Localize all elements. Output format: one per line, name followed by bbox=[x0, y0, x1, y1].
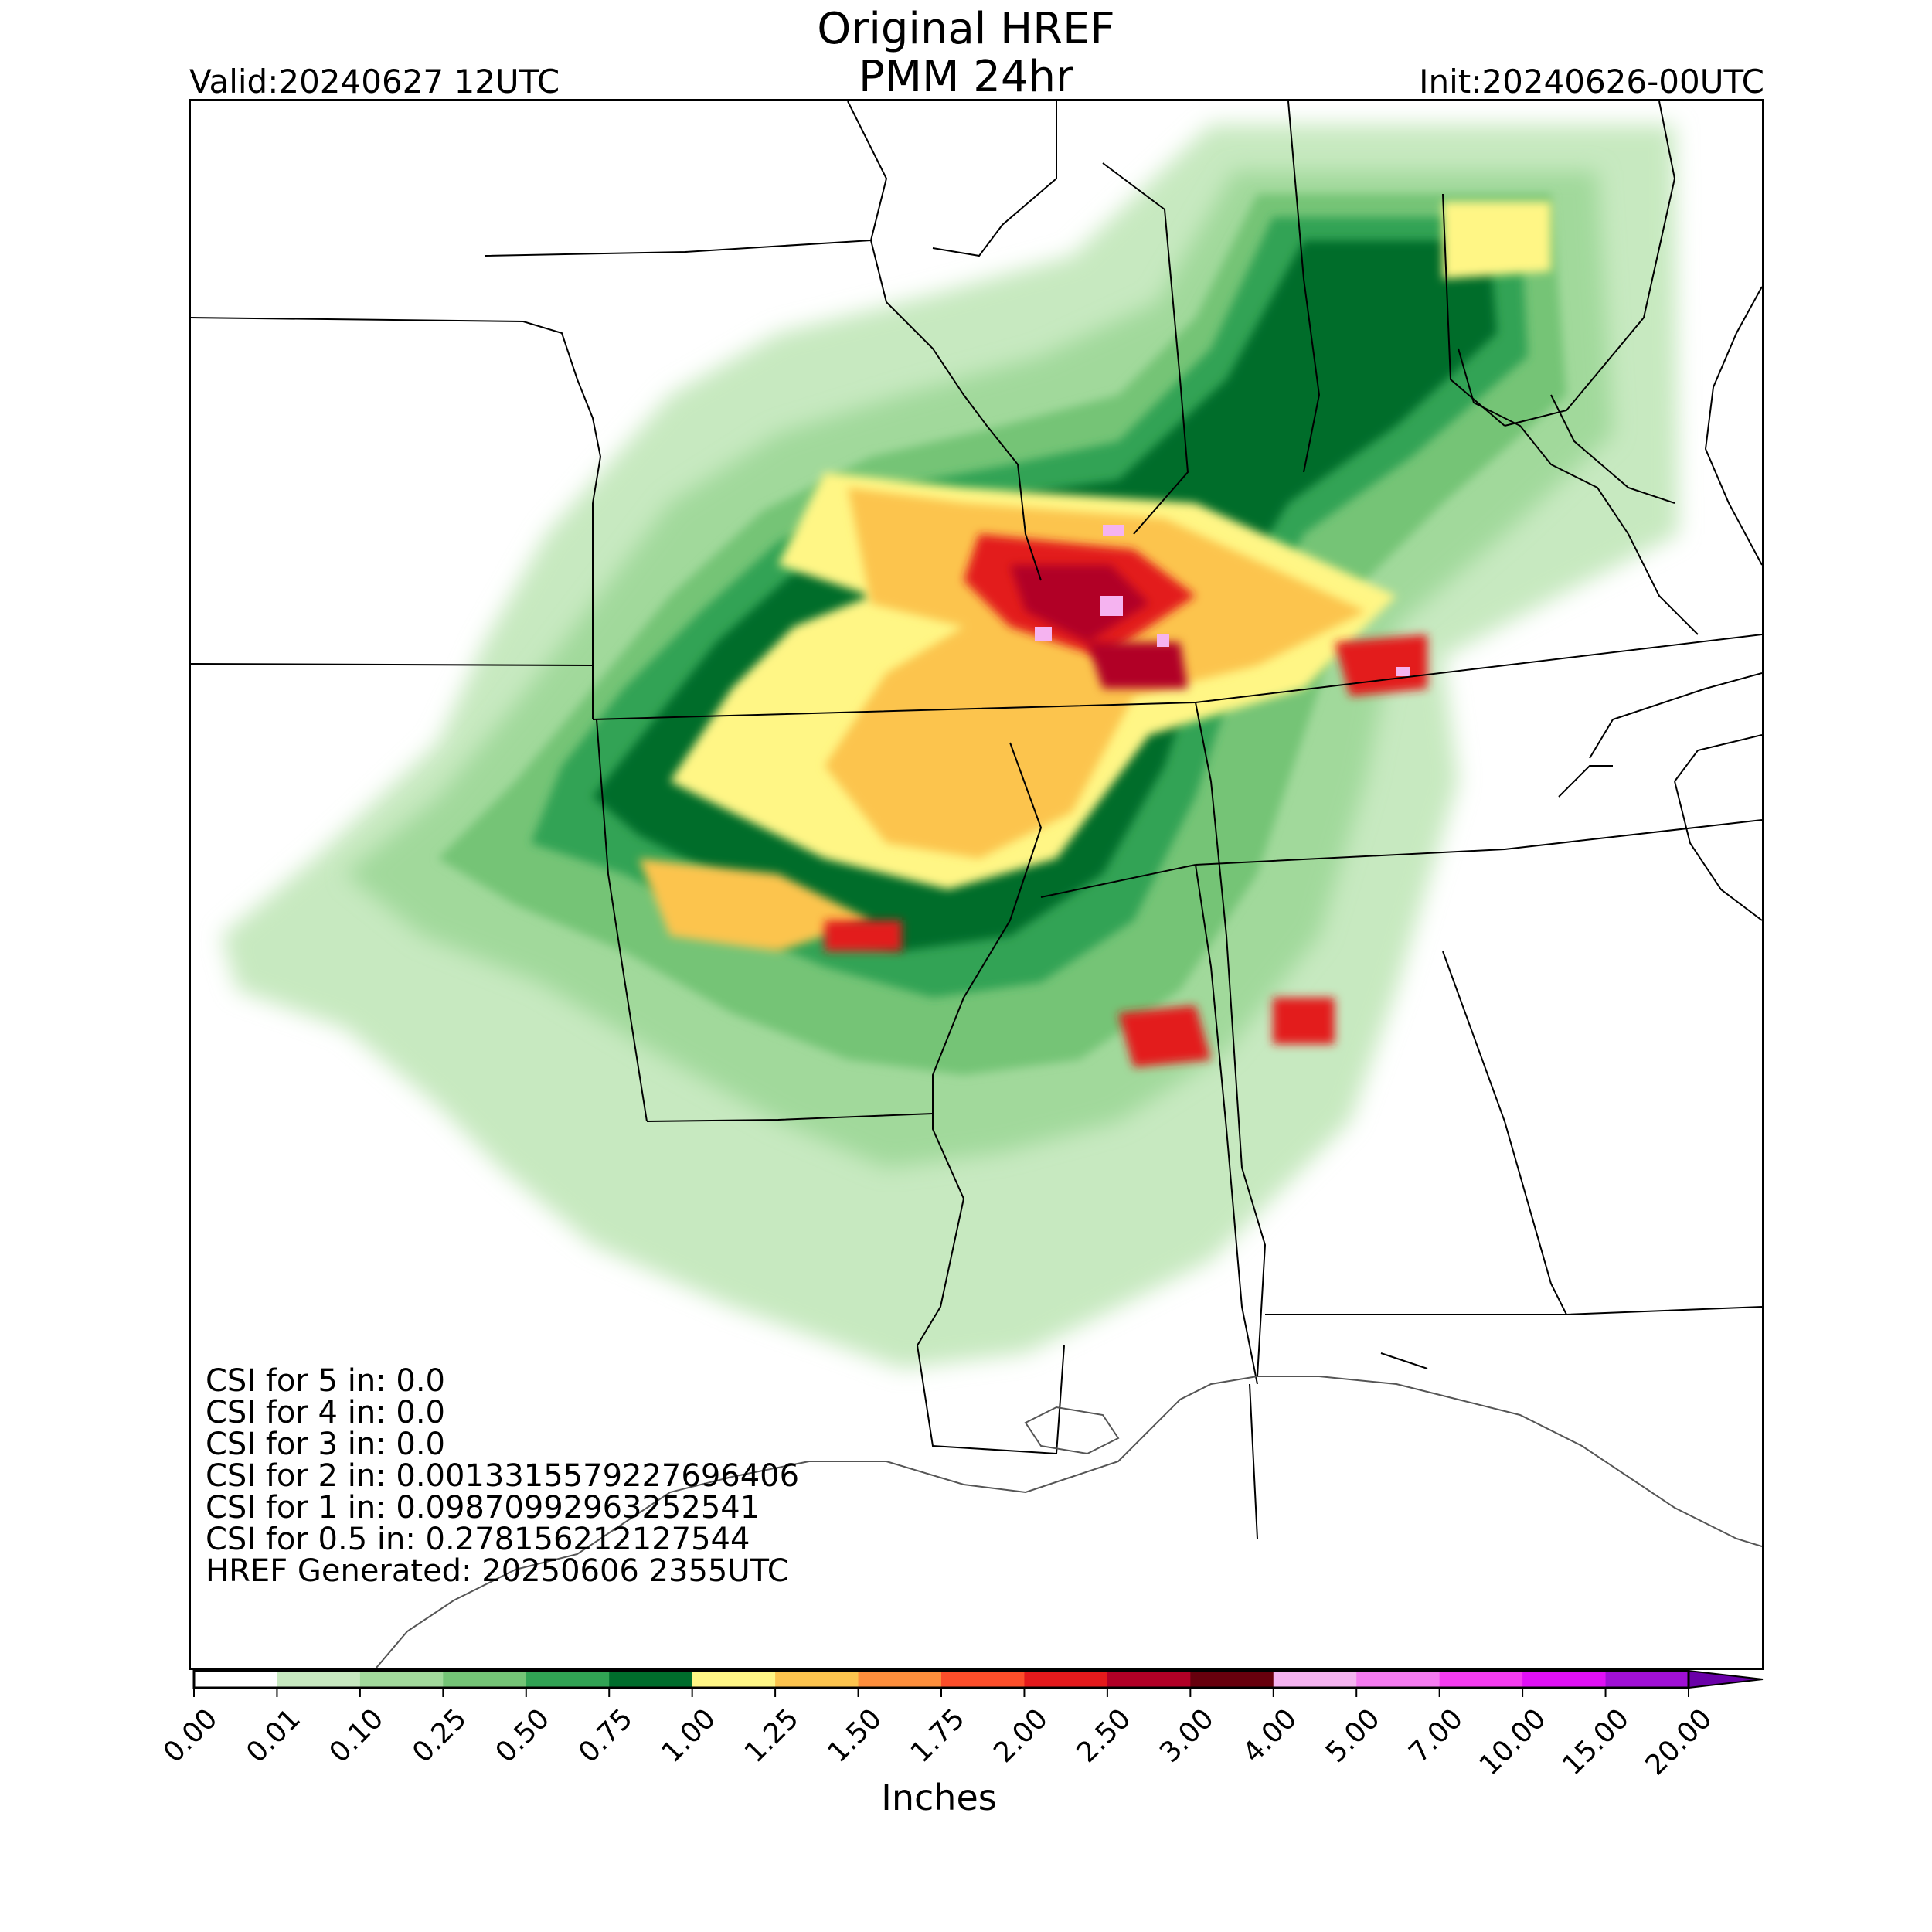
colorbar-tick-label: 0.75 bbox=[573, 1702, 639, 1769]
valid-time-label: Valid:20240627 12UTC bbox=[189, 63, 560, 100]
colorbar-swatch bbox=[1273, 1671, 1357, 1688]
colorbar-swatch bbox=[1356, 1671, 1440, 1688]
colorbar-tick-label: 0.01 bbox=[240, 1702, 307, 1769]
colorbar-label: Inches bbox=[881, 1777, 997, 1818]
colorbar-swatch bbox=[941, 1671, 1025, 1688]
colorbar-swatch bbox=[359, 1671, 444, 1688]
colorbar-swatch bbox=[277, 1671, 361, 1688]
colorbar-swatch bbox=[775, 1671, 859, 1688]
colorbar-tick-label: 5.00 bbox=[1320, 1702, 1386, 1769]
colorbar-tick-label: 0.00 bbox=[158, 1702, 224, 1769]
colorbar-tick-label: 0.10 bbox=[324, 1702, 390, 1769]
precip-area-very-heavy bbox=[639, 488, 1366, 951]
gulf-coastline bbox=[376, 1376, 1762, 1668]
colorbar: 0.00 0.01 0.10 0.25 0.50 0.75 1.00 1.25 1.50 1.75… bbox=[158, 1669, 1764, 1781]
map-subtitle: PMM 24hr bbox=[859, 52, 1073, 102]
colorbar-tick-label: 1.75 bbox=[905, 1702, 971, 1769]
colorbar-swatch bbox=[1107, 1671, 1191, 1688]
colorbar-tick-label: 0.50 bbox=[490, 1702, 556, 1769]
map-title: Original HREF bbox=[817, 4, 1115, 54]
colorbar-swatch bbox=[858, 1671, 942, 1688]
colorbar-tick-label: 4.00 bbox=[1237, 1702, 1304, 1769]
colorbar-tick-label: 20.00 bbox=[1640, 1702, 1719, 1781]
colorbar-swatch bbox=[443, 1671, 527, 1688]
csi-5in: CSI for 5 in: 0.0 bbox=[206, 1363, 445, 1399]
init-time-label: Init:20240626-00UTC bbox=[1419, 63, 1764, 100]
map-canvas bbox=[191, 101, 1762, 1668]
colorbar-swatch bbox=[1439, 1671, 1523, 1688]
colorbar-tick-label: 7.00 bbox=[1403, 1702, 1469, 1769]
generated-time: HREF Generated: 20250606 2355UTC bbox=[206, 1553, 789, 1589]
csi-statistics: CSI for 5 in: 0.0 CSI for 4 in: 0.0 CSI … bbox=[206, 1366, 799, 1587]
precip-area-max bbox=[1010, 565, 1188, 689]
colorbar-tick-label: 1.00 bbox=[655, 1702, 722, 1769]
csi-0-5in: CSI for 0.5 in: 0.278156212127544 bbox=[206, 1522, 750, 1557]
colorbar-swatch bbox=[526, 1671, 610, 1688]
colorbar-tick-label: 2.00 bbox=[988, 1702, 1054, 1769]
colorbar-tick-label: 2.50 bbox=[1071, 1702, 1138, 1769]
colorbar-swatch bbox=[1605, 1671, 1689, 1688]
colorbar-swatch bbox=[692, 1671, 776, 1688]
csi-4in: CSI for 4 in: 0.0 bbox=[206, 1395, 445, 1430]
state-borders bbox=[191, 101, 1762, 1539]
csi-1in: CSI for 1 in: 0.09870992963252541 bbox=[206, 1490, 760, 1526]
colorbar-swatch bbox=[1024, 1671, 1108, 1688]
precipitation-map[interactable] bbox=[189, 99, 1764, 1670]
csi-2in: CSI for 2 in: 0.0013315579227696406 bbox=[206, 1458, 800, 1494]
colorbar-swatch bbox=[194, 1671, 277, 1688]
colorbar-swatch bbox=[1190, 1671, 1274, 1688]
colorbar-tick-label: 0.25 bbox=[406, 1702, 473, 1769]
colorbar-extend-arrow bbox=[1688, 1669, 1764, 1689]
colorbar-swatch bbox=[1522, 1671, 1607, 1688]
colorbar-swatch bbox=[609, 1671, 693, 1688]
csi-3in: CSI for 3 in: 0.0 bbox=[206, 1427, 445, 1462]
colorbar-tick-label: 3.00 bbox=[1154, 1702, 1220, 1769]
colorbar-tick-label: 15.00 bbox=[1556, 1702, 1635, 1781]
colorbar-tick-label: 1.50 bbox=[821, 1702, 888, 1769]
colorbar-tick-label: 10.00 bbox=[1474, 1702, 1553, 1781]
precip-area-peak bbox=[1035, 525, 1410, 676]
colorbar-tick-label: 1.25 bbox=[739, 1702, 805, 1769]
